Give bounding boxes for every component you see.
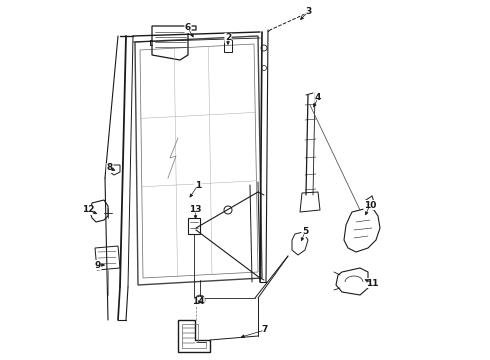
Text: 6: 6 (185, 23, 191, 32)
Text: 5: 5 (302, 228, 308, 237)
Text: 9: 9 (95, 261, 101, 270)
Text: 8: 8 (107, 163, 113, 172)
Text: 3: 3 (305, 8, 311, 17)
Text: 13: 13 (189, 206, 201, 215)
Text: 7: 7 (262, 325, 268, 334)
Text: 1: 1 (195, 180, 201, 189)
Circle shape (196, 296, 204, 304)
Text: 10: 10 (364, 201, 376, 210)
Text: 4: 4 (315, 94, 321, 103)
Text: 11: 11 (366, 279, 378, 288)
Text: 2: 2 (225, 33, 231, 42)
Circle shape (224, 206, 232, 214)
Text: 12: 12 (82, 206, 94, 215)
Text: 14: 14 (192, 297, 204, 306)
